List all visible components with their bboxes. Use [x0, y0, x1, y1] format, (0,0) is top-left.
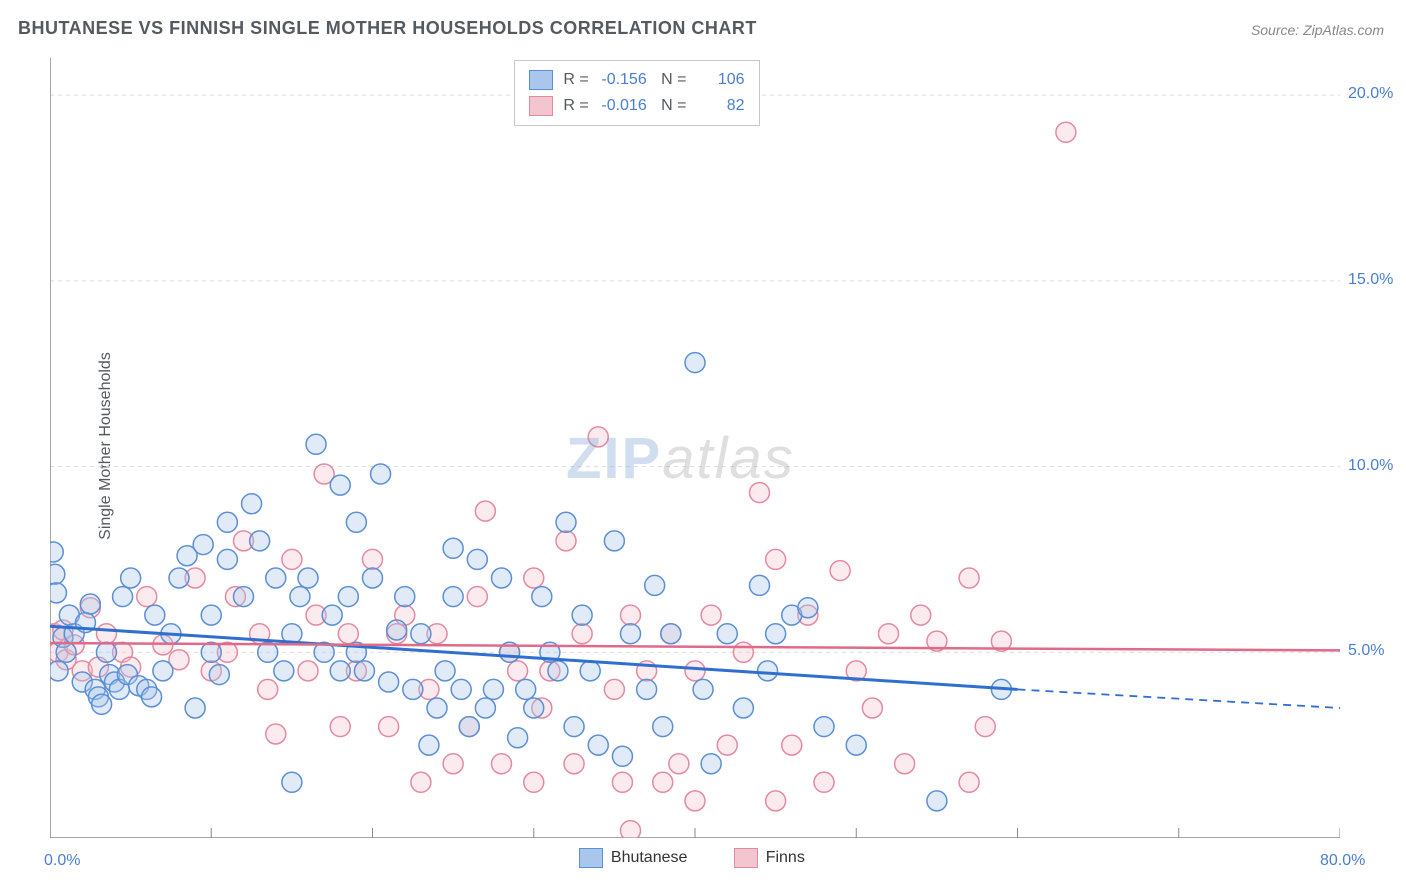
source-attribution: Source: ZipAtlas.com	[1251, 22, 1384, 38]
swatch-icon	[529, 70, 553, 90]
stats-row-bhutanese: R = -0.156 N = 106	[529, 67, 744, 93]
swatch-icon	[734, 848, 758, 868]
stat-label: N =	[657, 67, 687, 93]
chart-title: BHUTANESE VS FINNISH SINGLE MOTHER HOUSE…	[18, 18, 757, 39]
stat-r-value: -0.016	[599, 93, 647, 119]
swatch-icon	[529, 96, 553, 116]
scatter-plot	[50, 58, 1340, 838]
stat-label: N =	[657, 93, 687, 119]
correlation-stats-box: R = -0.156 N = 106 R = -0.016 N = 82	[514, 60, 759, 126]
y-tick-label: 10.0%	[1348, 457, 1393, 475]
swatch-icon	[579, 848, 603, 868]
legend-label: Finns	[766, 849, 805, 867]
stat-label: R =	[563, 67, 588, 93]
legend-item-finns: Finns	[734, 848, 805, 868]
y-tick-label: 20.0%	[1348, 85, 1393, 103]
stat-n-value: 82	[697, 93, 745, 119]
y-tick-label: 5.0%	[1348, 642, 1384, 660]
x-tick-label: 0.0%	[44, 852, 80, 870]
stat-label: R =	[563, 93, 588, 119]
stat-n-value: 106	[697, 67, 745, 93]
legend-label: Bhutanese	[611, 849, 688, 867]
legend-item-bhutanese: Bhutanese	[579, 848, 688, 868]
stat-r-value: -0.156	[599, 67, 647, 93]
x-tick-label: 80.0%	[1320, 852, 1365, 870]
y-tick-label: 15.0%	[1348, 271, 1393, 289]
stats-row-finns: R = -0.016 N = 82	[529, 93, 744, 119]
